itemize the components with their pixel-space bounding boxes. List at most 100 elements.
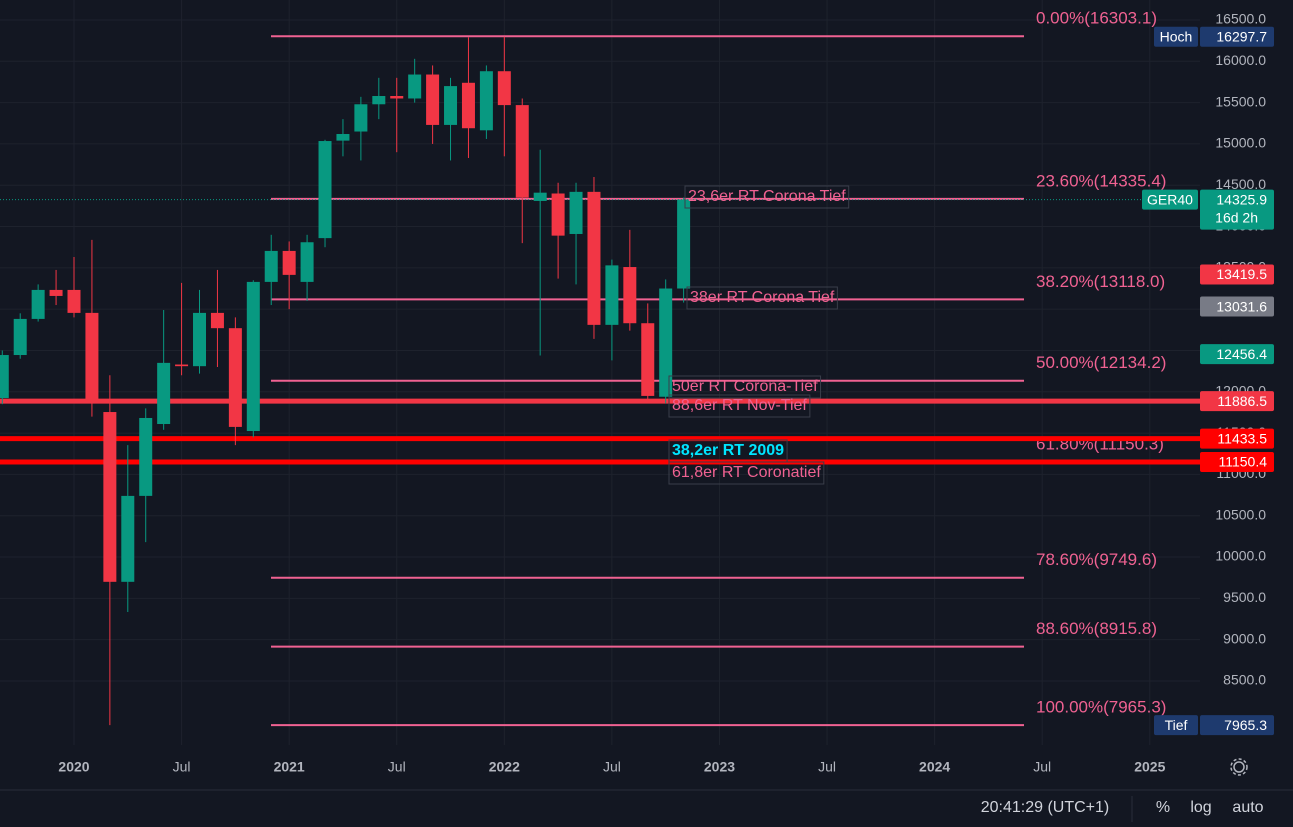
candle-body: [31, 289, 45, 319]
auto-toggle[interactable]: auto: [1232, 799, 1263, 816]
x-tick-label: 2020: [58, 759, 89, 775]
price-badge: [1200, 391, 1274, 412]
levels: 0.00%(16303.1) 23.60%(14335.4) 38.20%(1311…: [0, 9, 1200, 727]
annotation-box: [668, 394, 811, 418]
annotation-box: [668, 461, 825, 485]
candle: [587, 176, 601, 339]
candle-body: [605, 265, 619, 325]
badge-tag: [1154, 26, 1198, 47]
candle-body: [13, 318, 27, 356]
percent-toggle[interactable]: %: [1156, 799, 1170, 816]
candle: [605, 259, 619, 361]
annotation: 38,2er RT 2009: [672, 442, 784, 459]
candle: [157, 309, 171, 430]
candle: [354, 96, 368, 161]
candle-body: [246, 281, 260, 432]
candle: [175, 282, 189, 376]
candle-body: [641, 323, 655, 396]
candle: [264, 234, 278, 306]
badge-tag: [1154, 715, 1198, 736]
y-tick-label: 15500.0: [1215, 93, 1266, 109]
price-badge-label: 7965.3: [1224, 717, 1267, 733]
last-price-label: 14325.9: [1216, 191, 1267, 207]
candle: [533, 149, 547, 356]
y-tick-label: 16500.0: [1215, 11, 1266, 27]
candle: [318, 139, 332, 248]
price-badge-label: 13419.5: [1216, 266, 1267, 282]
price-badge: [1200, 428, 1274, 449]
annotation-box: [686, 286, 838, 310]
price-badge: [1200, 296, 1274, 317]
fib-label: 0.00%(16303.1): [1036, 9, 1157, 28]
candle-body: [533, 192, 547, 201]
candle: [659, 279, 673, 404]
x-tick-label: 2024: [919, 759, 950, 775]
x-tick-label: 2021: [274, 759, 305, 775]
symbol-label: GER40: [1147, 191, 1193, 207]
candle: [408, 58, 422, 103]
candle-body: [0, 355, 9, 398]
candle-body: [497, 71, 511, 106]
candle: [210, 269, 224, 368]
candle-body: [300, 242, 314, 282]
candle: [246, 280, 260, 438]
fib-label: 78.60%(9749.6): [1036, 550, 1157, 569]
clock[interactable]: 20:41:29 (UTC+1): [981, 799, 1110, 816]
annotation-box: [668, 375, 822, 399]
candle-body: [49, 289, 63, 296]
candle-body: [336, 134, 350, 141]
price-badge: [1200, 451, 1274, 472]
candle: [641, 303, 655, 404]
candle: [515, 98, 529, 244]
candle-body: [157, 362, 171, 425]
candle: [426, 65, 440, 144]
candle: [390, 77, 404, 153]
annotation: 23,6er RT Corona Tief: [688, 188, 846, 205]
price-badge: [1200, 715, 1274, 736]
candle-body: [354, 104, 368, 132]
candle: [103, 375, 117, 726]
candle-body: [318, 141, 332, 239]
candle: [121, 445, 135, 612]
candle: [461, 37, 475, 158]
candles: [0, 36, 691, 726]
candle-body: [67, 289, 81, 313]
candle: [372, 77, 386, 120]
price-badge-label: 12456.4: [1216, 346, 1267, 362]
x-tick-label: 2023: [704, 759, 735, 775]
candle-body: [515, 105, 529, 198]
candle: [67, 256, 81, 318]
candle: [623, 229, 637, 331]
annotations: 23,6er RT Corona Tief 38er RT Corona Tief…: [668, 185, 850, 485]
symbol-tag: [1142, 189, 1198, 210]
candle: [336, 119, 350, 157]
countdown: 16d 2h: [1215, 209, 1258, 225]
candle-body: [444, 86, 458, 125]
price-badge-label: 11886.5: [1217, 393, 1267, 409]
candle-body: [372, 96, 386, 105]
candle-body: [175, 364, 189, 367]
log-toggle[interactable]: log: [1190, 799, 1211, 816]
y-tick-label: 14500.0: [1215, 176, 1266, 192]
fib-label: 100.00%(7965.3): [1036, 698, 1166, 717]
price-badge: [1200, 344, 1274, 365]
settings-icon[interactable]: [1230, 758, 1248, 776]
candle-body: [677, 199, 691, 289]
candle-body: [390, 96, 404, 99]
candle-body: [139, 417, 153, 496]
candle-body: [408, 74, 422, 99]
candle-body: [479, 71, 493, 131]
candle: [228, 317, 242, 446]
candle: [139, 408, 153, 543]
candle-body: [623, 267, 637, 324]
candle-body: [587, 191, 601, 325]
x-tick-label: Jul: [603, 759, 621, 775]
candle-body: [228, 328, 242, 427]
annotation: 88,6er RT Nov-Tief: [672, 397, 807, 414]
y-tick-label: 10500.0: [1215, 506, 1266, 522]
y-tick-label: 15000.0: [1215, 135, 1266, 151]
price-badge-label: 11150.4: [1218, 454, 1267, 470]
candle: [551, 182, 565, 279]
price-badge: [1200, 26, 1274, 47]
